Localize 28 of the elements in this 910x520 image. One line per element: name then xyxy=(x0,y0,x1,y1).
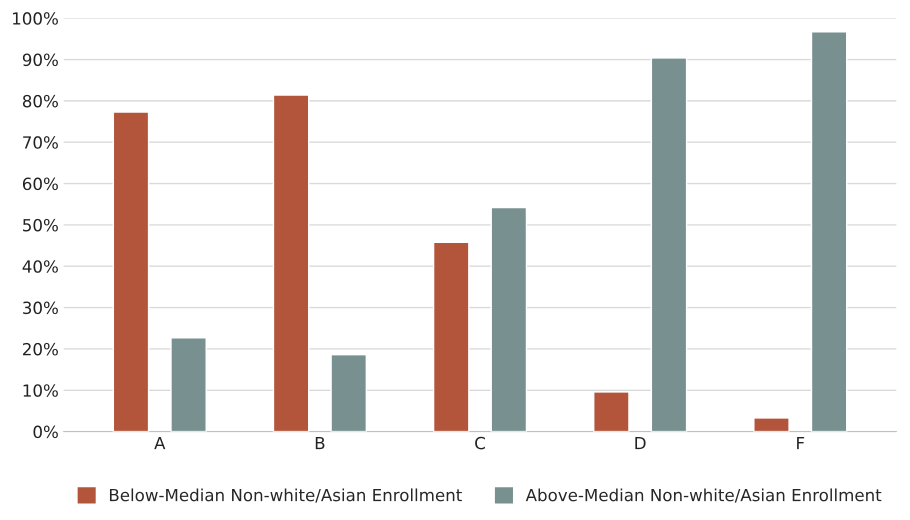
legend-label: Above-Median Non-white/Asian Enrollment xyxy=(526,488,882,503)
y-tick-label: 60% xyxy=(22,178,58,190)
x-tick-label: F xyxy=(797,436,804,450)
y-tick-label: 40% xyxy=(22,260,58,273)
bar xyxy=(330,354,368,432)
bar xyxy=(170,337,207,432)
bar xyxy=(650,57,688,432)
y-tick-label: 90% xyxy=(22,54,58,66)
x-tick-label: A xyxy=(154,436,166,450)
y-tick-label: 70% xyxy=(23,136,58,149)
x-tick-label: C xyxy=(475,436,485,450)
bar xyxy=(272,94,310,432)
y-tick-label: 50% xyxy=(23,218,58,232)
x-tick-label: B xyxy=(316,436,324,450)
bar xyxy=(593,391,630,432)
bar xyxy=(490,206,528,432)
bar xyxy=(112,111,150,432)
y-tick-label: 10% xyxy=(24,384,58,397)
bar xyxy=(753,417,790,432)
bar xyxy=(810,31,848,432)
y-tick-label: 20% xyxy=(23,342,58,356)
y-tick-label: 100% xyxy=(13,12,58,25)
bar xyxy=(432,242,470,432)
y-tick-label: 30% xyxy=(23,302,58,314)
legend-label: Below-Median Non-white/Asian Enrollment xyxy=(110,488,462,503)
y-tick-label: 80% xyxy=(22,94,58,108)
y-tick-label: 0% xyxy=(34,426,58,438)
x-tick-label: D xyxy=(635,436,646,450)
